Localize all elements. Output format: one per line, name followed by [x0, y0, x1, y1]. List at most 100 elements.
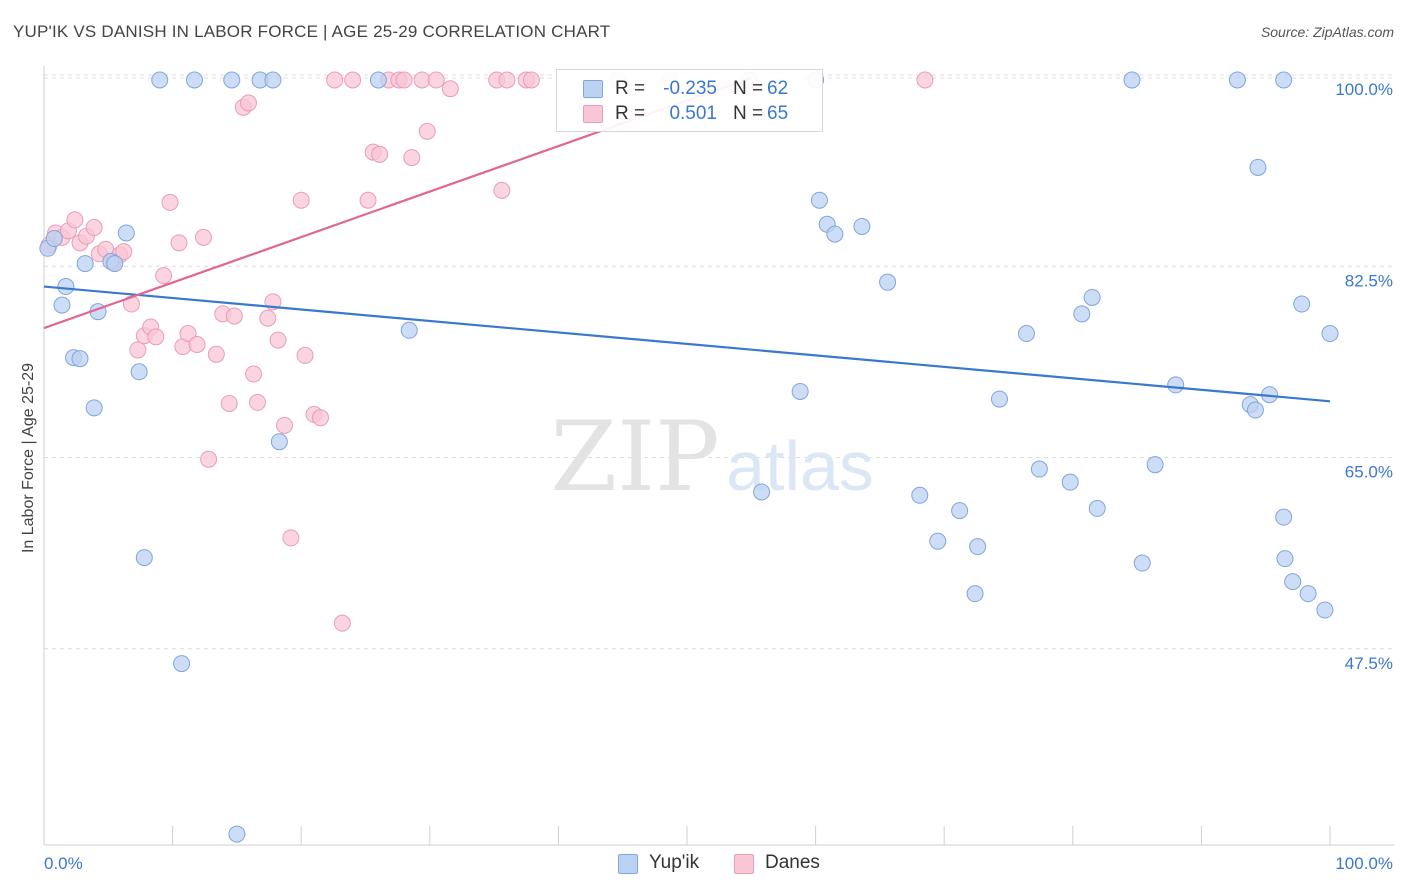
- yupik-point: [951, 502, 969, 520]
- yupik-point: [228, 825, 246, 843]
- yupik-point: [400, 321, 418, 339]
- danes-point: [344, 71, 362, 89]
- correlation-legend: R = -0.235 N = 62 R = 0.501 N = 65: [556, 69, 823, 132]
- x-tick-label-min: 0.0%: [44, 854, 83, 873]
- yupik-point: [106, 255, 124, 273]
- series-legend: Yup'ik Danes: [0, 851, 1406, 879]
- axes: [43, 66, 1394, 846]
- chart-title: YUP'IK VS DANISH IN LABOR FORCE | AGE 25…: [13, 22, 611, 41]
- yupik-point: [130, 363, 148, 381]
- yupik-point: [76, 255, 94, 273]
- yupik-point: [1228, 71, 1246, 89]
- yupik-point: [791, 382, 809, 400]
- yupik-point: [1030, 460, 1048, 478]
- yupik-point: [223, 71, 241, 89]
- legend-n-value: 62: [767, 78, 789, 99]
- legend-r-value: 0.501: [669, 103, 717, 124]
- danes-point: [522, 71, 540, 89]
- yupik-point: [151, 71, 169, 89]
- danes-point: [207, 345, 225, 363]
- yupik-point: [135, 549, 153, 567]
- danes-point: [916, 71, 934, 89]
- danes-point: [161, 193, 179, 211]
- yupik-point: [1276, 550, 1294, 568]
- y-tick-label: 100.0%: [1335, 80, 1393, 99]
- danes-point: [170, 234, 188, 252]
- yupik-point: [1249, 158, 1267, 176]
- danes-point: [418, 122, 436, 140]
- legend-n-value: 65: [767, 103, 789, 124]
- legend-swatch-yupik: [618, 854, 638, 874]
- yupik-point: [1146, 456, 1164, 474]
- yupik-point: [911, 486, 929, 504]
- yupik-point: [117, 224, 135, 242]
- danes-point: [188, 335, 206, 353]
- danes-point: [498, 71, 516, 89]
- yupik-point: [1299, 585, 1317, 603]
- danes-point: [194, 228, 212, 246]
- gridlines: [44, 74, 1394, 650]
- danes-points: [40, 71, 934, 632]
- yupik-point: [1275, 71, 1293, 89]
- yupik-point: [1061, 473, 1079, 491]
- danes-point: [333, 614, 351, 632]
- legend-swatch-yupik: [583, 80, 603, 98]
- danes-point: [371, 145, 389, 163]
- danes-point: [239, 94, 257, 112]
- yupik-point: [1316, 601, 1334, 619]
- legend-label-danes: Danes: [765, 852, 820, 873]
- yupik-point: [369, 71, 387, 89]
- yupik-point: [270, 433, 288, 451]
- danes-point: [493, 181, 511, 199]
- yupik-point: [53, 296, 71, 314]
- yupik-point: [57, 278, 75, 296]
- danes-point: [147, 328, 165, 346]
- danes-point: [296, 346, 314, 364]
- danes-point: [269, 331, 287, 349]
- y-tick-label: 82.5%: [1345, 271, 1393, 290]
- yupik-point: [71, 350, 89, 368]
- legend-r-label: R =: [615, 78, 646, 99]
- danes-point: [200, 450, 218, 468]
- yupik-point: [1083, 288, 1101, 306]
- yupik-point: [1321, 325, 1339, 343]
- danes-point: [179, 325, 197, 343]
- yupik-point: [879, 273, 897, 291]
- tick-labels: 47.5% 65.0% 82.5% 100.0% 0.0% 100.0%: [44, 80, 1393, 873]
- danes-point: [282, 529, 300, 547]
- yupik-point: [1246, 401, 1264, 419]
- danes-point: [427, 71, 445, 89]
- danes-point: [413, 71, 431, 89]
- danes-point: [66, 211, 84, 229]
- danes-point: [155, 267, 173, 285]
- yupik-point: [185, 71, 203, 89]
- yupik-trend-line: [43, 285, 1331, 403]
- yupik-point: [45, 229, 63, 247]
- yupik-point: [1088, 499, 1106, 517]
- yupik-point: [1018, 325, 1036, 343]
- x-tick-label-max: 100.0%: [1335, 854, 1393, 873]
- yupik-point: [969, 538, 987, 556]
- danes-point: [292, 191, 310, 209]
- danes-point: [248, 393, 266, 411]
- yupik-points: [39, 71, 1339, 843]
- yupik-point: [1284, 573, 1302, 591]
- legend-label-yupik: Yup'ik: [649, 852, 700, 873]
- danes-point: [441, 80, 459, 98]
- legend-r-value: -0.235: [663, 78, 717, 99]
- yupik-point: [1073, 305, 1091, 323]
- watermark: ZIP atlas: [550, 401, 874, 513]
- danes-point: [311, 409, 329, 427]
- legend-swatch-danes: [734, 854, 754, 874]
- yupik-point: [85, 399, 103, 417]
- yupik-point: [173, 655, 191, 673]
- y-axis-label: In Labor Force | Age 25-29: [20, 362, 37, 554]
- danes-point: [326, 71, 344, 89]
- yupik-point: [753, 483, 771, 501]
- legend-swatch-danes: [583, 105, 603, 123]
- yupik-point: [1293, 295, 1311, 313]
- danes-point: [129, 341, 147, 359]
- yupik-point: [1167, 376, 1185, 394]
- yupik-point: [1123, 71, 1141, 89]
